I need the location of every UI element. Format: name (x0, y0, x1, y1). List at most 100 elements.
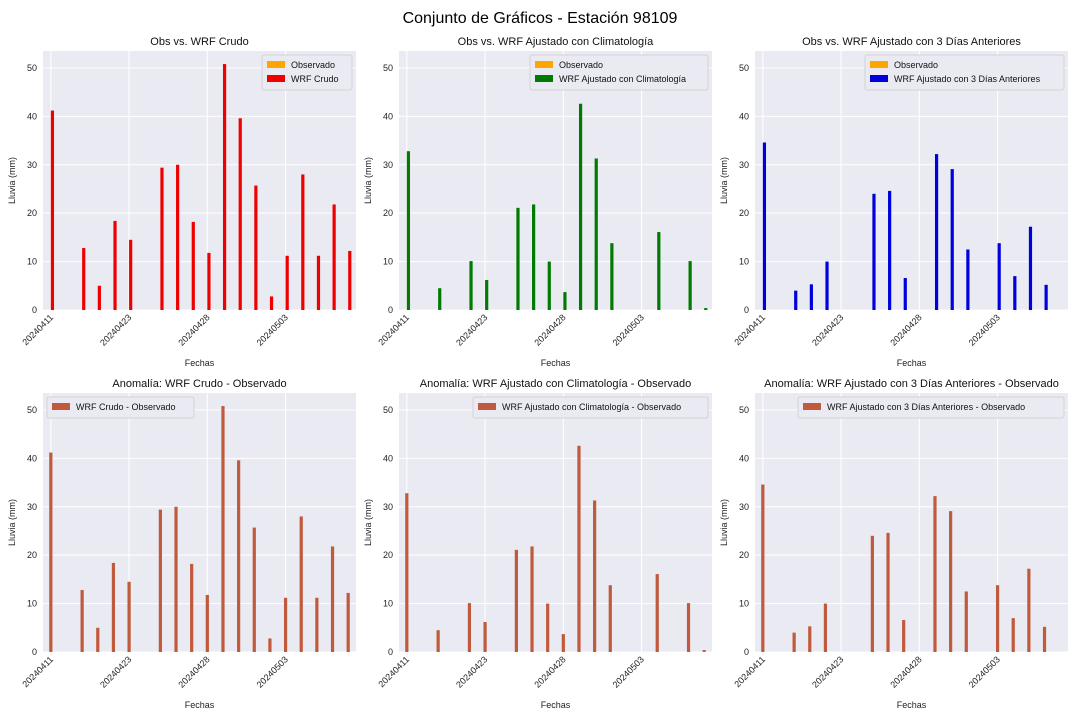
x-axis-label: Fechas (541, 358, 571, 368)
y-tick-label: 10 (383, 599, 393, 609)
legend: Observado WRF Ajustado con Climatología (529, 54, 709, 91)
y-tick-label: 20 (383, 550, 393, 560)
bar (348, 250, 352, 310)
bar (80, 590, 84, 652)
bar (301, 174, 305, 310)
bar (405, 493, 409, 652)
bar (205, 594, 209, 652)
bar (688, 261, 692, 310)
bar (516, 207, 520, 310)
bar (578, 103, 583, 311)
bar (1042, 626, 1047, 652)
subplot-title: Anomalía: WRF Ajustado con 3 Días Anteri… (764, 378, 1059, 390)
x-tick-label: 20240411 (732, 312, 767, 347)
y-axis-label: Lluvia (mm) (719, 499, 729, 546)
bar (563, 292, 567, 310)
subplot-title: Obs vs. WRF Ajustado con Climatología (458, 36, 655, 48)
legend-label: WRF Ajustado con Climatología - Observad… (502, 402, 681, 412)
bar (594, 158, 598, 310)
bar (593, 500, 597, 652)
y-tick-label: 20 (27, 550, 37, 560)
bar (934, 154, 939, 310)
bar (268, 638, 272, 652)
y-tick-label: 20 (383, 208, 393, 218)
bar (190, 563, 194, 652)
bar (283, 597, 288, 652)
legend-label: WRF Ajustado con 3 Días Anteriores - Obs… (827, 402, 1025, 412)
bar (950, 169, 954, 310)
x-tick-label: 20240423 (454, 654, 489, 689)
bar (704, 308, 708, 310)
y-tick-label: 0 (32, 305, 37, 315)
bar (315, 597, 319, 652)
x-tick-label: 20240423 (98, 312, 133, 347)
plot-background (43, 393, 356, 652)
subplot-title: Obs vs. WRF Ajustado con 3 Días Anterior… (802, 36, 1021, 48)
bar (949, 511, 953, 652)
bar (82, 248, 86, 310)
y-tick-label: 30 (739, 160, 749, 170)
bar (238, 118, 242, 310)
x-tick-label: 20240411 (732, 654, 767, 689)
legend-label: WRF Ajustado con Climatología (559, 74, 686, 84)
x-tick-label: 20240428 (532, 312, 567, 347)
bar (252, 527, 256, 652)
y-axis-label: Lluvia (mm) (7, 157, 17, 204)
legend-box (472, 396, 709, 419)
y-tick-label: 30 (383, 502, 393, 512)
y-tick-label: 10 (739, 599, 749, 609)
legend-label: Observado (559, 60, 603, 70)
x-tick-label: 20240503 (255, 312, 290, 347)
x-axis-label: Fechas (185, 700, 215, 710)
subplot-5: 0 10 20 30 40 50 20240411 20240423 20240428 20240… (363, 378, 712, 710)
y-tick-label: 40 (27, 111, 37, 121)
bar (655, 574, 659, 652)
bar (221, 406, 225, 652)
x-tick-label: 20240423 (454, 312, 489, 347)
subplot-title: Anomalía: WRF Ajustado con Climatología … (420, 378, 691, 390)
y-tick-label: 20 (739, 550, 749, 560)
bar (702, 650, 706, 652)
legend: WRF Ajustado con 3 Días Anteriores - Obs… (797, 396, 1065, 419)
y-tick-label: 40 (739, 453, 749, 463)
x-tick-label: 20240503 (255, 654, 290, 689)
y-tick-label: 40 (27, 453, 37, 463)
bar (1044, 284, 1048, 310)
bar (113, 220, 117, 310)
legend-box (797, 396, 1065, 419)
legend-box (529, 54, 709, 91)
bar (809, 284, 813, 310)
y-tick-label: 50 (27, 63, 37, 73)
x-axis-label: Fechas (897, 700, 927, 710)
subplot-1: 0 10 20 30 40 50 20240411 20240423 20240428 20240… (7, 36, 356, 368)
legend-swatch (870, 61, 888, 68)
bar (330, 546, 335, 652)
legend-label: WRF Crudo - Observado (76, 402, 176, 412)
x-axis-label: Fechas (541, 700, 571, 710)
legend-label: WRF Crudo (291, 74, 339, 84)
bar (1027, 568, 1031, 652)
legend: WRF Crudo - Observado (46, 396, 195, 419)
bar (1028, 226, 1033, 310)
bar (127, 581, 131, 652)
x-axis-label: Fechas (185, 358, 215, 368)
bar (406, 151, 411, 310)
figure-title: Conjunto de Gráficos - Estación 98109 (402, 10, 678, 27)
legend-label: WRF Ajustado con 3 Días Anteriores (894, 74, 1041, 84)
bar (191, 221, 195, 310)
y-tick-label: 0 (388, 647, 393, 657)
x-tick-label: 20240428 (532, 654, 567, 689)
y-tick-label: 50 (739, 63, 749, 73)
bar (1013, 276, 1017, 310)
x-tick-label: 20240411 (376, 312, 411, 347)
x-tick-label: 20240411 (20, 654, 55, 689)
x-tick-label: 20240428 (176, 654, 211, 689)
legend-label: Observado (894, 60, 938, 70)
y-tick-label: 10 (739, 257, 749, 267)
bar (97, 285, 101, 310)
bar (577, 445, 581, 652)
bar (561, 634, 565, 652)
bar (96, 627, 100, 652)
bar (346, 592, 350, 652)
bar (608, 585, 612, 652)
